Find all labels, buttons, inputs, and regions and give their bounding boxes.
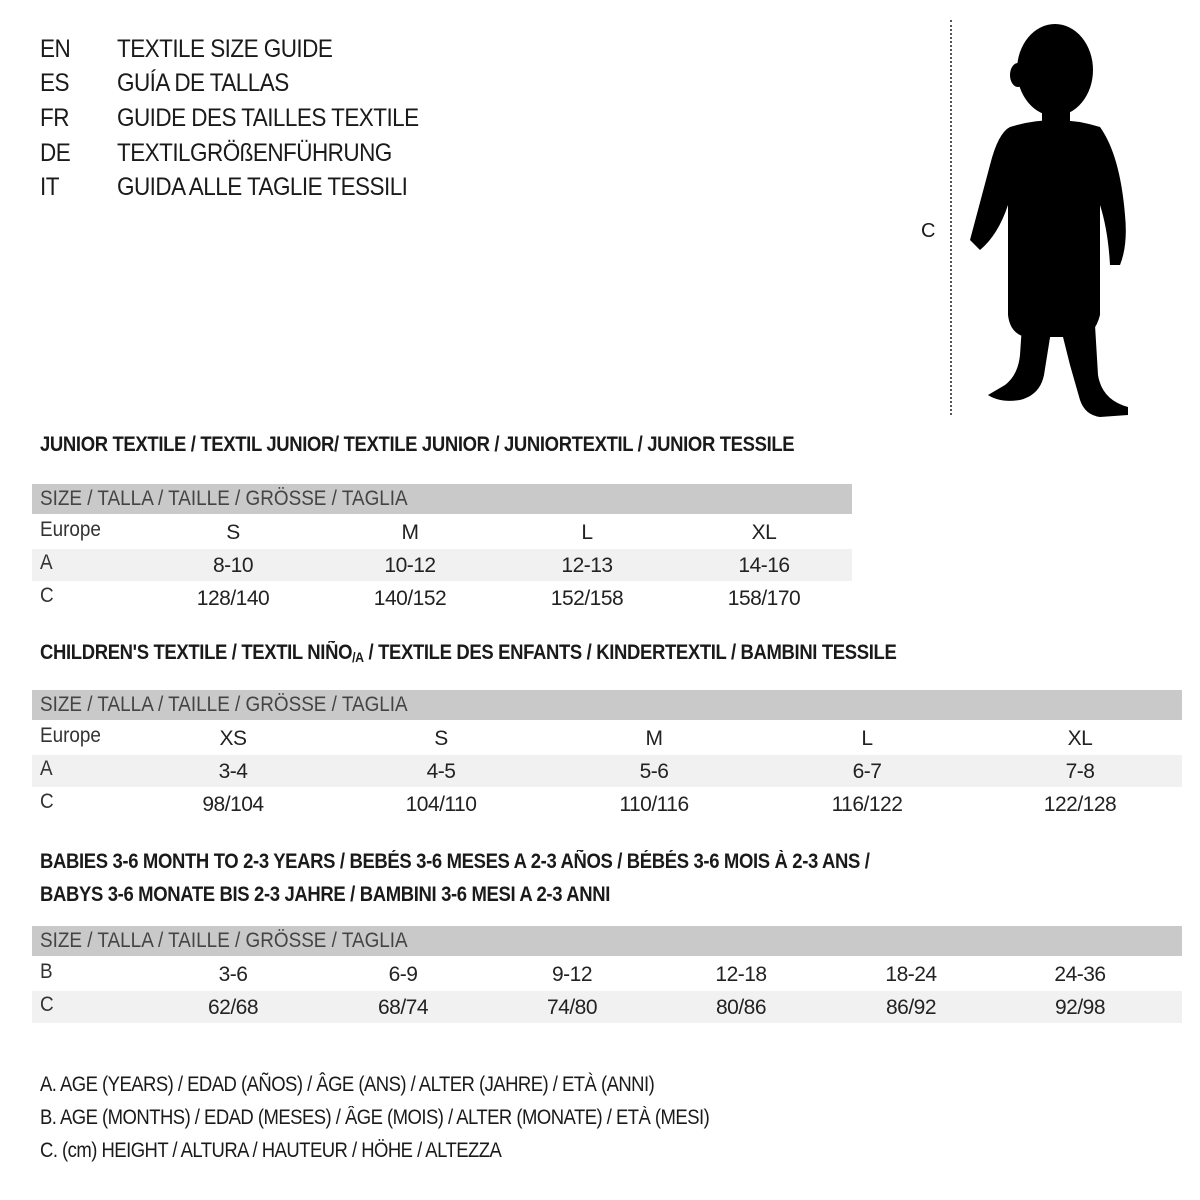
row-label: C (40, 584, 54, 607)
table-header: SIZE / TALLA / TAILLE / GRÖSSE / TAGLIA (32, 484, 852, 514)
height-measure-line (950, 20, 952, 415)
table-cell: XL (1067, 727, 1093, 750)
children-heading: CHILDREN'S TEXTILE / TEXTIL NIÑO/A / TEX… (40, 641, 897, 665)
children-size-table: SIZE / TALLA / TAILLE / GRÖSSE / TAGLIA … (32, 690, 1182, 822)
table-cell: 158/170 (727, 587, 801, 610)
table-row: B 3-6 6-9 9-12 12-18 18-24 24-36 (32, 958, 1182, 990)
row-label: C (40, 790, 54, 813)
lang-code-en: EN (40, 35, 71, 63)
table-cell: 8-10 (212, 554, 254, 577)
title-en: TEXTILE SIZE GUIDE (117, 35, 333, 63)
table-header-label: SIZE / TALLA / TAILLE / GRÖSSE / TAGLIA (40, 487, 408, 510)
title-de: TEXTILGRÖßENFÜHRUNG (117, 139, 392, 167)
title-it: GUIDA ALLE TAGLIE TESSILI (117, 173, 408, 201)
babies-size-table: SIZE / TALLA / TAILLE / GRÖSSE / TAGLIA … (32, 926, 1182, 1026)
babies-heading-line1: BABIES 3-6 MONTH TO 2-3 YEARS / BEBÉS 3-… (40, 850, 870, 873)
table-cell: 10-12 (384, 554, 436, 577)
lang-code-es: ES (40, 69, 69, 97)
table-cell: 74/80 (546, 996, 598, 1019)
lang-code-it: IT (40, 173, 59, 201)
row-label: Europe (40, 724, 101, 747)
table-cell: 98/104 (202, 793, 264, 816)
table-row: A 8-10 10-12 12-13 14-16 (32, 549, 852, 581)
table-cell: 4-5 (426, 760, 456, 783)
table-cell: 12-18 (715, 963, 767, 986)
table-cell: XL (751, 521, 777, 544)
table-cell: 152/158 (550, 587, 624, 610)
row-label: B (40, 960, 53, 983)
table-header: SIZE / TALLA / TAILLE / GRÖSSE / TAGLIA (32, 690, 1182, 720)
table-row: Europe XS S M L XL (32, 722, 1182, 754)
table-cell: 3-4 (218, 760, 248, 783)
junior-heading: JUNIOR TEXTILE / TEXTIL JUNIOR/ TEXTILE … (40, 433, 795, 456)
table-cell: 92/98 (1054, 996, 1106, 1019)
table-cell: M (645, 727, 664, 750)
table-cell: 12-13 (561, 554, 613, 577)
table-row: C 128/140 140/152 152/158 158/170 (32, 582, 852, 614)
table-cell: 104/110 (405, 793, 477, 816)
table-cell: 14-16 (738, 554, 790, 577)
table-cell: 122/128 (1043, 793, 1117, 816)
table-header-label: SIZE / TALLA / TAILLE / GRÖSSE / TAGLIA (40, 693, 408, 716)
junior-size-table: SIZE / TALLA / TAILLE / GRÖSSE / TAGLIA … (32, 484, 852, 616)
table-cell: 110/116 (619, 793, 689, 816)
table-cell: 62/68 (207, 996, 259, 1019)
table-cell: 68/74 (377, 996, 429, 1019)
table-cell: 86/92 (885, 996, 937, 1019)
table-cell: 6-7 (852, 760, 882, 783)
table-cell: 116/122 (831, 793, 903, 816)
table-cell: 128/140 (196, 587, 270, 610)
row-label: A (40, 551, 53, 574)
table-row: C 62/68 68/74 74/80 80/86 86/92 92/98 (32, 991, 1182, 1023)
table-cell: 18-24 (885, 963, 937, 986)
table-cell: 3-6 (218, 963, 248, 986)
table-cell: 9-12 (551, 963, 593, 986)
table-cell: L (581, 521, 593, 544)
heading-text: / TEXTILE DES ENFANTS / KINDERTEXTIL / B… (363, 641, 897, 664)
row-label: C (40, 993, 54, 1016)
heading-text: CHILDREN'S TEXTILE / TEXTIL NIÑO (40, 641, 353, 664)
babies-heading-line2: BABYS 3-6 MONATE BIS 2-3 JAHRE / BAMBINI… (40, 883, 610, 906)
table-cell: 140/152 (373, 587, 447, 610)
table-cell: 5-6 (639, 760, 669, 783)
table-cell: L (861, 727, 873, 750)
table-cell: S (226, 521, 240, 544)
lang-code-fr: FR (40, 104, 69, 132)
table-cell: 7-8 (1065, 760, 1095, 783)
table-header: SIZE / TALLA / TAILLE / GRÖSSE / TAGLIA (32, 926, 1182, 956)
table-row: Europe S M L XL (32, 516, 852, 548)
table-cell: XS (219, 727, 247, 750)
table-cell: S (434, 727, 448, 750)
row-label: Europe (40, 518, 101, 541)
legend-c: C. (cm) HEIGHT / ALTURA / HAUTEUR / HÖHE… (40, 1139, 502, 1162)
table-cell: 6-9 (388, 963, 418, 986)
lang-code-de: DE (40, 139, 71, 167)
table-cell: 24-36 (1054, 963, 1106, 986)
row-label: A (40, 757, 53, 780)
table-row: C 98/104 104/110 110/116 116/122 122/128 (32, 788, 1182, 820)
title-fr: GUIDE DES TAILLES TEXTILE (117, 104, 419, 132)
table-cell: M (401, 521, 420, 544)
table-header-label: SIZE / TALLA / TAILLE / GRÖSSE / TAGLIA (40, 929, 408, 952)
heading-subscript: /A (352, 649, 364, 665)
child-silhouette-icon (970, 24, 1128, 417)
table-row: A 3-4 4-5 5-6 6-7 7-8 (32, 755, 1182, 787)
height-measure-label: C (921, 220, 935, 242)
legend-b: B. AGE (MONTHS) / EDAD (MESES) / ÂGE (MO… (40, 1106, 710, 1129)
legend-a: A. AGE (YEARS) / EDAD (AÑOS) / ÂGE (ANS)… (40, 1073, 655, 1096)
title-es: GUÍA DE TALLAS (117, 69, 289, 97)
table-cell: 80/86 (715, 996, 767, 1019)
